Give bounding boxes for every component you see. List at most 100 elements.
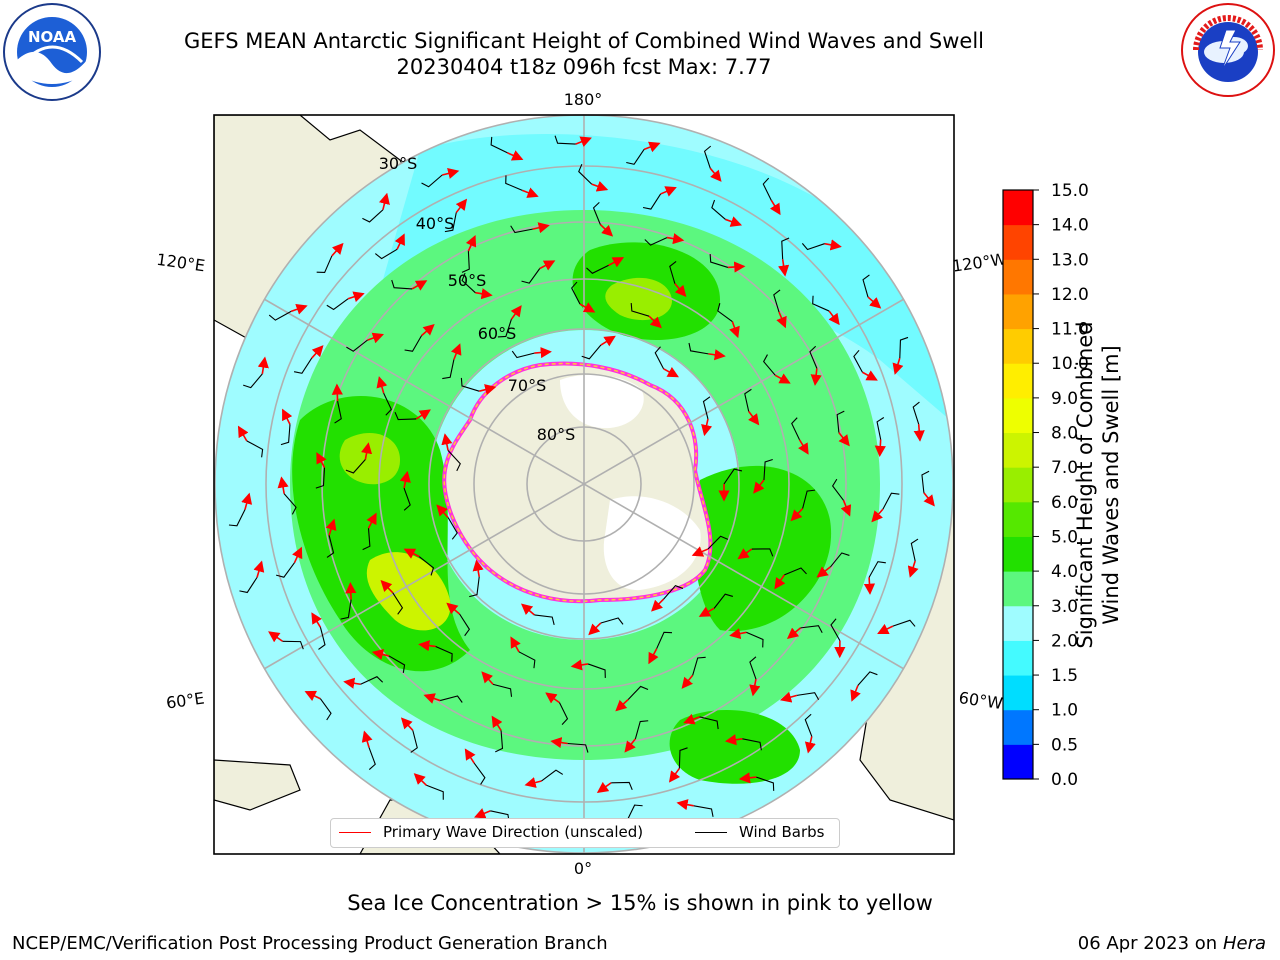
- wind-barb: [717, 303, 733, 322]
- lon-label-120e: 120°E: [155, 250, 206, 276]
- noaa-logo-text: NOAA: [28, 28, 77, 46]
- wave-arrow: [850, 685, 861, 702]
- wave-arrow: [376, 376, 388, 394]
- wind-barb: [442, 359, 455, 380]
- wave-arrow: [862, 370, 878, 381]
- lat-label-50s: 50°S: [448, 271, 487, 290]
- wind-barb: [644, 237, 668, 246]
- noaa-logo: NOAA: [3, 3, 101, 101]
- colorbar-tick-label: 7.0: [1051, 458, 1078, 478]
- wind-barb: [534, 614, 555, 626]
- wind-barb: [751, 548, 774, 557]
- wave-arrow: [418, 640, 436, 652]
- wave-arrow: [475, 288, 493, 300]
- wind-barb: [656, 631, 673, 649]
- wave-arrow: [331, 242, 344, 257]
- wind-barb: [921, 470, 930, 493]
- wind-barb: [703, 145, 712, 169]
- wave-arrow: [421, 323, 435, 337]
- wind-barb: [812, 295, 830, 312]
- wave-arrow: [253, 560, 265, 578]
- wind-barb: [345, 459, 366, 474]
- credit-date-text: 06 Apr 2023 on: [1077, 933, 1223, 954]
- wind-barb: [418, 556, 435, 576]
- wind-barb: [711, 199, 726, 220]
- wind-barb: [444, 212, 457, 233]
- wave-arrow: [450, 343, 462, 360]
- wave-arrow: [709, 167, 722, 182]
- wave-arrow: [257, 356, 269, 374]
- wave-arrow: [790, 507, 804, 522]
- wave-arrow: [277, 476, 289, 494]
- wind-barb: [912, 401, 920, 425]
- wind-barb: [763, 459, 773, 480]
- wave-arrow: [867, 296, 882, 309]
- wave-arrow: [874, 439, 886, 458]
- wind-barb: [713, 593, 734, 609]
- wave-arrow: [510, 636, 521, 653]
- colorbar-bin: [1003, 190, 1033, 226]
- wave-arrow: [674, 283, 687, 297]
- wave-arrow: [311, 612, 322, 628]
- wave-arrow: [648, 648, 659, 665]
- wind-barb: [541, 769, 564, 782]
- wind-barb: [762, 177, 772, 201]
- wave-arrow: [676, 799, 694, 811]
- wave-arrow: [816, 566, 831, 578]
- wave-arrow: [347, 291, 365, 303]
- wind-barb: [611, 781, 633, 790]
- wind-barb: [383, 392, 392, 416]
- wave-arrow: [282, 408, 293, 425]
- wave-arrow: [749, 678, 761, 697]
- colorbar-bin: [1003, 328, 1033, 364]
- wave-arrow: [729, 628, 747, 640]
- wave-arrow: [588, 622, 602, 636]
- colorbar-tick-label: 9.0: [1051, 389, 1078, 409]
- wind-barb: [678, 747, 688, 769]
- wave-arrow: [479, 384, 497, 396]
- wave-arrow: [729, 321, 740, 339]
- wind-barb: [388, 655, 406, 673]
- wave-arrow: [681, 674, 694, 689]
- wave-arrow: [575, 136, 592, 147]
- colorbar-tick-label: 6.0: [1051, 493, 1078, 513]
- wind-barb: [567, 742, 589, 753]
- wave-arrow: [698, 606, 715, 617]
- wave-arrow: [361, 730, 373, 748]
- primary-wave-legend-label: Primary Wave Direction (unscaled): [383, 823, 644, 841]
- wind-barb: [368, 747, 376, 770]
- colorbar-tick-label: 10.0: [1051, 354, 1089, 374]
- wind-barb: [709, 254, 729, 268]
- sea-ice-note: Sea Ice Concentration > 15% is shown in …: [347, 891, 933, 915]
- primary-wave-legend-line: [339, 832, 371, 833]
- colorbar-bin: [1003, 397, 1033, 434]
- wave-arrow: [472, 559, 484, 577]
- wind-barb: [910, 538, 919, 562]
- wave-arrow: [510, 305, 522, 320]
- wave-arrow: [539, 260, 556, 271]
- wave-arrow: [311, 345, 324, 359]
- wave-arrow: [774, 574, 786, 590]
- wave-arrow: [380, 580, 394, 594]
- wave-arrow: [292, 546, 303, 564]
- wind-barb: [246, 440, 264, 458]
- wind-barb: [654, 346, 665, 370]
- wave-arrow: [290, 303, 308, 315]
- wave-arrow: [724, 734, 743, 746]
- colorbar-bin: [1003, 432, 1033, 468]
- wind-barb: [421, 174, 443, 188]
- wind-barb: [702, 396, 711, 420]
- wind-barb: [495, 730, 504, 753]
- wave-arrow: [774, 373, 791, 384]
- wave-arrow: [683, 713, 700, 725]
- wind-barb: [876, 417, 885, 440]
- wave-arrow: [769, 199, 781, 216]
- colorbar-tick-label: 11.0: [1051, 320, 1089, 340]
- wind-barb: [688, 342, 709, 355]
- wind-barb: [315, 467, 326, 489]
- wave-arrow: [474, 808, 491, 819]
- wind-barb: [600, 617, 624, 625]
- wave-arrow: [379, 192, 390, 211]
- wind-barb: [461, 272, 476, 294]
